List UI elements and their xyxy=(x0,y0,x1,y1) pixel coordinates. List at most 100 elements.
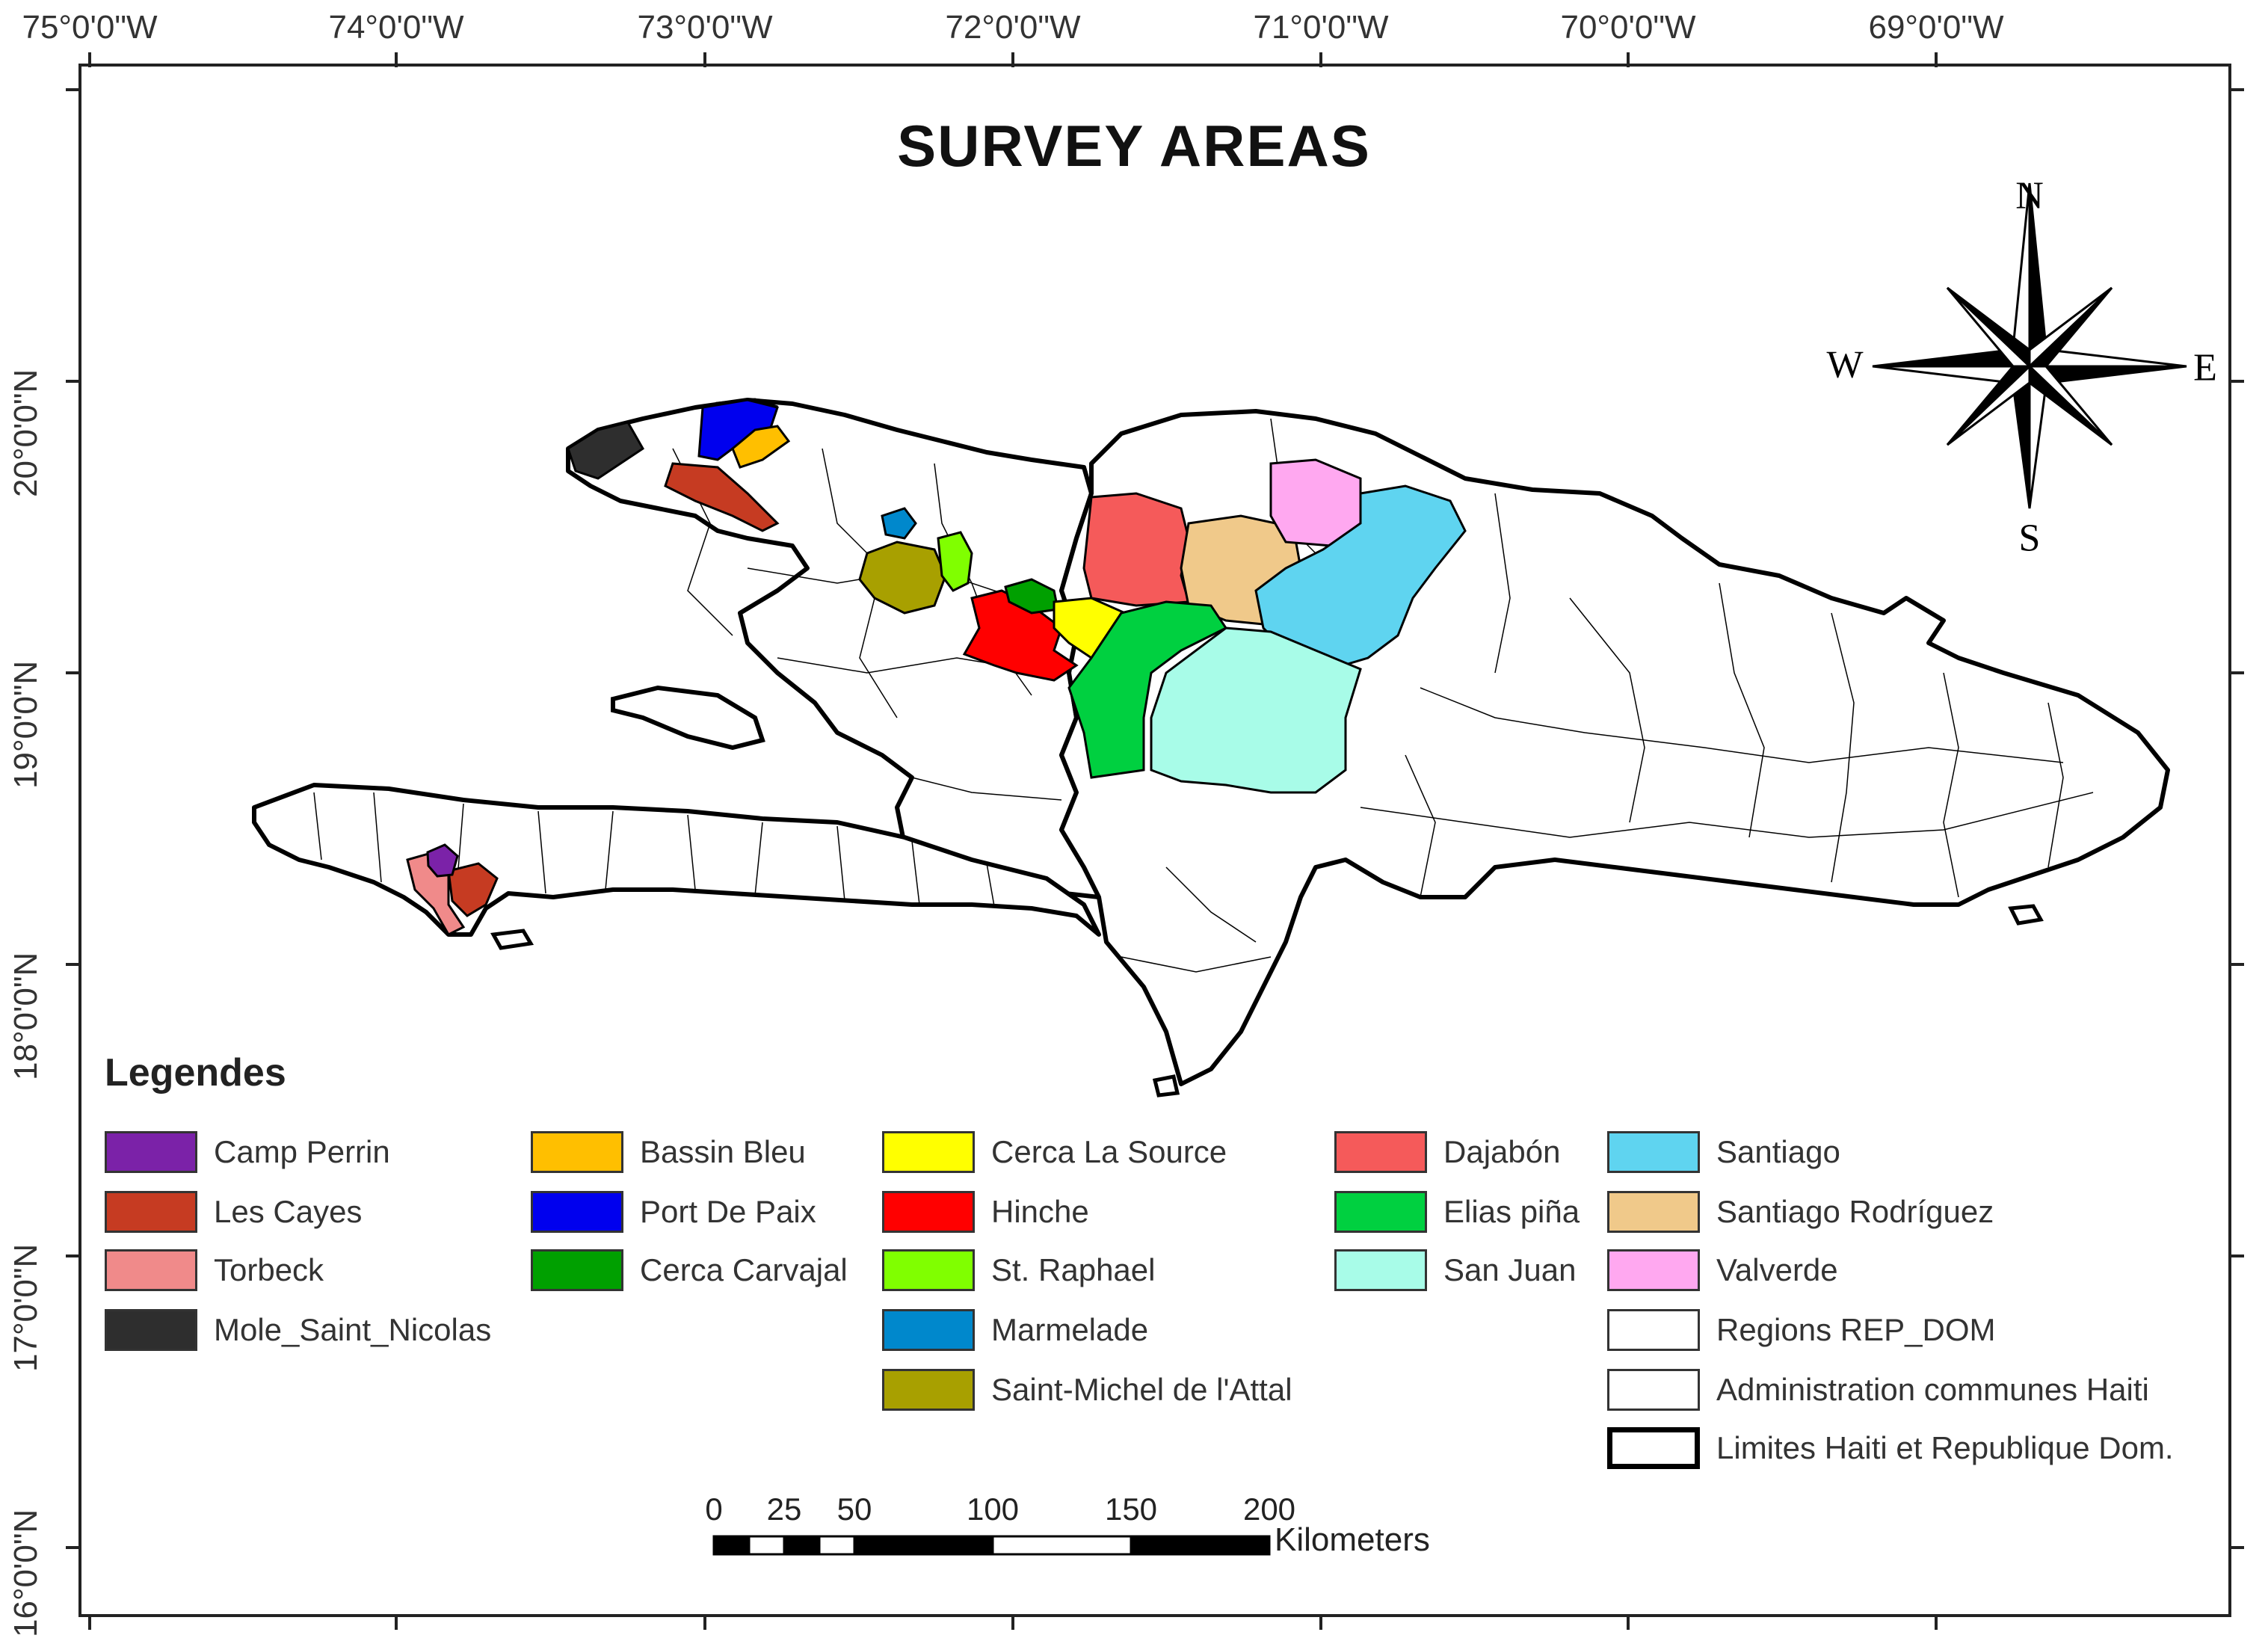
scale-tick-label: 50 xyxy=(836,1491,872,1527)
legend-title: Legendes xyxy=(105,1051,286,1095)
legend-label: Santiago xyxy=(1716,1134,1840,1169)
longitude-label: 73°0'0"W xyxy=(637,9,773,46)
area-st-raphael xyxy=(937,531,973,592)
legend-swatch xyxy=(105,1191,197,1233)
legend-swatch xyxy=(882,1369,975,1411)
legend-label: Santiago Rodríguez xyxy=(1716,1194,1994,1229)
beata-island xyxy=(1152,1074,1180,1097)
compass-south-label: S xyxy=(2018,517,2041,560)
compass-rose-graphic xyxy=(1872,182,2187,509)
area-les-cayes xyxy=(447,862,499,917)
legend-label: Valverde xyxy=(1716,1252,1838,1287)
longitude-label: 75°0'0"W xyxy=(22,9,158,46)
legend-item: Cerca Carvajal xyxy=(531,1246,848,1295)
legend-label: Saint-Michel de l'Attal xyxy=(991,1372,1292,1407)
legend-item: Port De Paix xyxy=(531,1187,816,1237)
legend-label: Elias piña xyxy=(1443,1194,1580,1229)
ile-a-vache xyxy=(490,929,534,950)
compass-west-label: W xyxy=(1826,343,1864,387)
legend-swatch xyxy=(1607,1249,1700,1291)
legend-label: San Juan xyxy=(1443,1252,1577,1287)
legend-item: Hinche xyxy=(882,1187,1089,1237)
legend-label: Bassin Bleu xyxy=(640,1134,806,1169)
area-mole-saint-nicolas xyxy=(567,421,644,480)
area-camp-perrin xyxy=(426,843,459,878)
area-dajabon xyxy=(1082,492,1190,607)
scale-tick-label: 150 xyxy=(1104,1491,1158,1527)
legend-item: Regions REP_DOM xyxy=(1607,1305,1995,1355)
legend-swatch xyxy=(882,1249,975,1291)
legend-swatch xyxy=(1607,1131,1700,1173)
legend-item: Mole_Saint_Nicolas xyxy=(105,1305,491,1355)
legend-item: Santiago xyxy=(1607,1127,1840,1177)
scale-tick-label: 100 xyxy=(966,1491,1020,1527)
legend-item: Administration communes Haiti xyxy=(1607,1365,2149,1414)
legend-label: St. Raphael xyxy=(991,1252,1156,1287)
legend-swatch xyxy=(1607,1309,1700,1351)
legend-label: Torbeck xyxy=(214,1252,324,1287)
area-bassin-bleu xyxy=(731,425,791,469)
legend-label: Cerca La Source xyxy=(991,1134,1227,1169)
legend-swatch xyxy=(1334,1191,1427,1233)
area-marmelade xyxy=(881,507,917,540)
longitude-label: 74°0'0"W xyxy=(328,9,464,46)
legend-swatch xyxy=(531,1249,623,1291)
longitude-label: 69°0'0"W xyxy=(1868,9,2004,46)
legend-item: Les Cayes xyxy=(105,1187,362,1237)
area-les-cayes-north xyxy=(664,462,780,532)
legend-swatch xyxy=(531,1191,623,1233)
legend-label: Hinche xyxy=(991,1194,1089,1229)
legend-item: Valverde xyxy=(1607,1246,1838,1295)
legend-item: St. Raphael xyxy=(882,1246,1155,1295)
scale-unit-label: Kilometers xyxy=(1275,1521,1430,1558)
legend-swatch xyxy=(531,1131,623,1173)
legend-item: Bassin Bleu xyxy=(531,1127,806,1177)
map-title: SURVEY AREAS xyxy=(897,113,1371,179)
legend-label: Regions REP_DOM xyxy=(1716,1312,1996,1347)
legend-label: Cerca Carvajal xyxy=(640,1252,848,1287)
legend-swatch xyxy=(1607,1427,1700,1469)
legend-swatch xyxy=(1607,1191,1700,1233)
legend-label: Limites Haiti et Republique Dom. xyxy=(1716,1430,2174,1465)
legend-swatch xyxy=(882,1191,975,1233)
scale-tick-label: 0 xyxy=(705,1491,723,1527)
legend-label: Mole_Saint_Nicolas xyxy=(214,1312,492,1347)
longitude-label: 72°0'0"W xyxy=(945,9,1081,46)
legend-item: Marmelade xyxy=(882,1305,1148,1355)
scale-tick-label: 25 xyxy=(766,1491,802,1527)
legend-item: Dajabón xyxy=(1334,1127,1560,1177)
legend-swatch xyxy=(882,1131,975,1173)
compass-east-label: E xyxy=(2193,346,2217,390)
graticule-ticks xyxy=(66,52,2244,1630)
legend-label: Port De Paix xyxy=(640,1194,816,1229)
area-san-juan xyxy=(1150,626,1362,794)
legend-swatch xyxy=(105,1131,197,1173)
legend-item: Santiago Rodríguez xyxy=(1607,1187,1994,1237)
scale-tick-label: 200 xyxy=(1242,1491,1296,1527)
legend-item: Elias piña xyxy=(1334,1187,1580,1237)
legend-swatch xyxy=(1334,1131,1427,1173)
legend-item: Cerca La Source xyxy=(882,1127,1227,1177)
legend-item: Saint-Michel de l'Attal xyxy=(882,1365,1292,1414)
legend-item: Torbeck xyxy=(105,1246,324,1295)
legend-label: Administration communes Haiti xyxy=(1716,1372,2149,1407)
map-frame xyxy=(78,64,2231,1617)
la-gonave-island xyxy=(611,685,765,751)
longitude-label: 71°0'0"W xyxy=(1253,9,1389,46)
legend-item: San Juan xyxy=(1334,1246,1576,1295)
legend-swatch xyxy=(105,1309,197,1351)
longitude-label: 70°0'0"W xyxy=(1560,9,1696,46)
legend-swatch xyxy=(882,1309,975,1351)
scale-bar-graphic xyxy=(712,1535,1271,1556)
legend-swatch xyxy=(1607,1369,1700,1411)
legend-item: Camp Perrin xyxy=(105,1127,390,1177)
area-elias-pina xyxy=(1067,600,1228,779)
legend-swatch xyxy=(1334,1249,1427,1291)
legend-label: Camp Perrin xyxy=(214,1134,390,1169)
area-saint-michel-de-l-attal xyxy=(858,541,947,615)
legend-label: Marmelade xyxy=(991,1312,1149,1347)
compass-north-label: N xyxy=(2015,174,2044,218)
legend-swatch xyxy=(105,1249,197,1291)
legend-item: Limites Haiti et Republique Dom. xyxy=(1607,1423,2174,1473)
